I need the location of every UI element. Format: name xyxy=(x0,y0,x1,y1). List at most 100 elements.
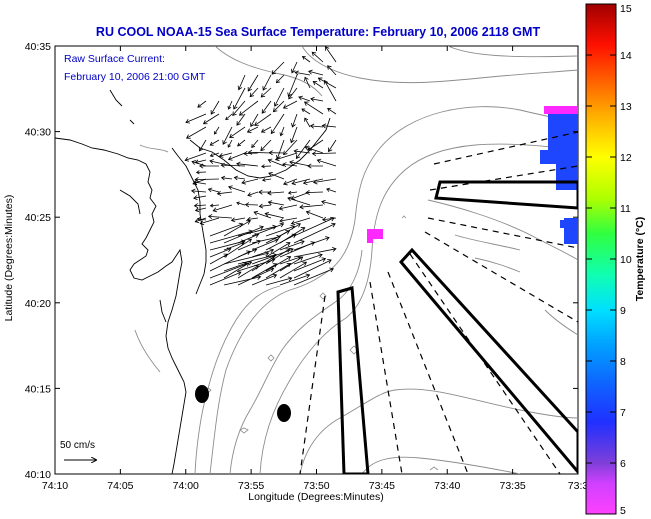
current-vector xyxy=(313,81,324,89)
current-vector-head xyxy=(247,238,253,243)
sst-patch-blue xyxy=(548,108,578,158)
sst-patch-blue xyxy=(560,220,566,228)
current-vector xyxy=(195,178,220,181)
current-vector xyxy=(327,108,337,115)
y-axis: 40:10 40:15 40:20 40:25 40:30 40:35 xyxy=(25,41,578,481)
current-vector-head xyxy=(184,156,190,162)
current-vector-head xyxy=(267,158,273,164)
current-vector xyxy=(262,74,272,91)
current-vector-head xyxy=(253,210,259,216)
current-vector xyxy=(234,177,246,180)
current-vector-head xyxy=(289,247,294,253)
colorbar-tick-label: 6 xyxy=(620,458,626,470)
current-vector-head xyxy=(275,78,281,84)
current-vector xyxy=(193,181,207,185)
current-vector-head xyxy=(228,185,233,191)
colorbar-tick-label: 12 xyxy=(620,152,632,164)
current-vector-head xyxy=(313,179,318,185)
current-vector-head xyxy=(258,189,263,195)
current-vector-head xyxy=(209,159,214,164)
current-vector xyxy=(208,215,233,219)
current-vector xyxy=(261,100,272,114)
current-vector-head xyxy=(308,69,313,75)
current-vector xyxy=(223,262,247,272)
current-vector xyxy=(273,100,285,112)
current-vector xyxy=(203,113,220,125)
current-vector xyxy=(223,226,264,244)
current-vector-head xyxy=(274,156,280,162)
sst-patch-blue xyxy=(540,150,556,164)
current-vector xyxy=(254,113,272,126)
current-vector-head xyxy=(225,116,229,121)
current-vector-head xyxy=(233,175,238,181)
current-vector xyxy=(275,152,298,161)
current-vector xyxy=(289,161,311,167)
x-tick-label: 73:3 xyxy=(568,480,589,492)
current-vector-head xyxy=(199,163,204,169)
current-vector xyxy=(209,223,243,237)
current-vector-head xyxy=(197,103,202,108)
current-vector xyxy=(265,263,291,279)
current-vector-head xyxy=(272,107,278,113)
current-vector xyxy=(228,100,233,110)
current-vector xyxy=(251,239,279,251)
current-vector xyxy=(282,163,298,167)
current-vector xyxy=(236,113,246,126)
current-vector xyxy=(223,276,261,286)
current-vector-head xyxy=(254,265,259,270)
current-vector xyxy=(276,139,285,160)
current-vector xyxy=(210,100,220,115)
current-vector-head xyxy=(312,80,318,86)
current-vector xyxy=(279,261,307,279)
current-vector xyxy=(295,72,311,76)
current-vector xyxy=(247,217,259,220)
sst-patch-blue xyxy=(564,218,578,244)
current-vector-head xyxy=(285,248,291,253)
current-vector xyxy=(208,188,220,193)
current-vector xyxy=(265,225,295,237)
current-vector xyxy=(209,240,245,251)
current-vector xyxy=(223,252,269,265)
station-marker xyxy=(277,404,291,422)
current-vector-head xyxy=(244,262,250,267)
current-vector xyxy=(221,177,233,180)
current-vector-head xyxy=(287,190,292,195)
current-vector-head xyxy=(229,133,234,139)
current-vector xyxy=(237,139,246,147)
current-vector xyxy=(279,204,298,210)
current-vector-head xyxy=(226,247,232,253)
current-vector xyxy=(228,186,246,193)
current-vector-head xyxy=(185,134,191,139)
current-vector xyxy=(195,217,207,223)
current-vector xyxy=(287,197,311,206)
current-vector-head xyxy=(238,111,244,116)
current-vector xyxy=(223,262,250,279)
current-vector-head xyxy=(267,190,272,196)
current-vector xyxy=(276,74,285,84)
current-vector xyxy=(306,191,324,193)
current-vector xyxy=(249,87,259,97)
current-vector-head xyxy=(194,159,200,165)
current-vector xyxy=(209,230,253,244)
current-vector xyxy=(223,242,245,251)
current-vector xyxy=(265,248,290,265)
current-vector-head xyxy=(291,233,297,239)
current-vector xyxy=(302,56,311,63)
current-vector-head xyxy=(302,180,308,185)
current-vector xyxy=(265,242,291,258)
current-vector xyxy=(260,139,272,151)
sst-patches xyxy=(367,106,578,244)
x-tick-label: 73:55 xyxy=(238,480,264,492)
current-vector-head xyxy=(249,92,255,98)
y-tick-label: 40:20 xyxy=(25,298,51,310)
current-vector xyxy=(292,113,298,128)
current-vector xyxy=(305,146,324,154)
current-vector-head xyxy=(236,121,241,126)
current-vector xyxy=(265,256,291,272)
colorbar-tick-label: 13 xyxy=(620,101,632,113)
current-vector xyxy=(310,98,324,102)
current-vector xyxy=(317,159,337,167)
current-vector-head xyxy=(287,276,293,282)
current-vector xyxy=(239,100,259,116)
current-vector-head xyxy=(264,211,270,217)
